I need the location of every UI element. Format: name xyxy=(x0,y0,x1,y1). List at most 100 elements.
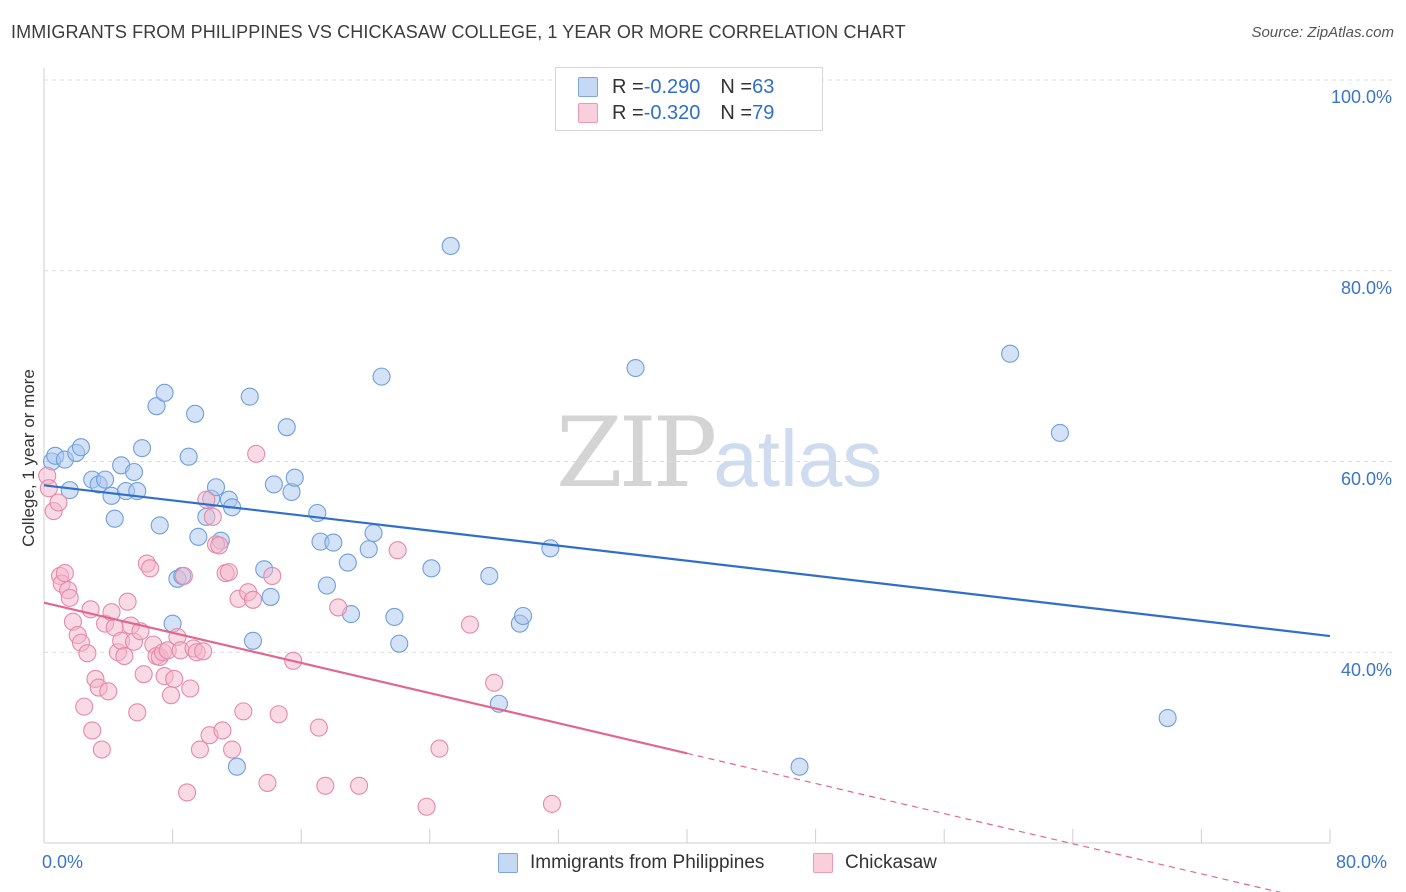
data-point xyxy=(83,721,102,740)
series-philippines-points xyxy=(42,236,1177,776)
data-point xyxy=(99,682,118,701)
data-point xyxy=(203,507,222,526)
data-point xyxy=(390,634,409,653)
legend-swatch-blue xyxy=(498,853,518,873)
data-point xyxy=(190,740,209,759)
data-point xyxy=(78,644,97,663)
data-point xyxy=(626,358,645,378)
data-point xyxy=(364,523,383,543)
data-point xyxy=(150,516,169,535)
data-point xyxy=(174,566,193,586)
legend-n-value: 63 xyxy=(752,75,775,98)
trend-lines xyxy=(43,484,1331,892)
data-point xyxy=(385,607,404,627)
axes xyxy=(43,68,1331,844)
data-point xyxy=(124,462,144,482)
data-point xyxy=(39,479,58,498)
data-point xyxy=(55,564,74,583)
legend-item-philippines[interactable]: Immigrants from Philippines xyxy=(498,852,764,874)
data-point xyxy=(460,615,480,634)
trend-line-extension xyxy=(686,752,1282,892)
data-point xyxy=(317,576,336,595)
legend-r-label: R = xyxy=(612,75,644,98)
data-point xyxy=(227,757,246,776)
data-point xyxy=(430,739,449,758)
data-point xyxy=(240,387,259,406)
data-point xyxy=(542,794,562,813)
data-point xyxy=(513,606,533,626)
data-point xyxy=(1158,709,1177,728)
legend-row-philippines: R = -0.290 N = 63 xyxy=(578,75,774,99)
x-tick-label: 80.0% xyxy=(1336,852,1388,872)
data-point xyxy=(441,236,460,256)
data-point xyxy=(790,757,809,776)
data-point xyxy=(243,590,263,609)
legend-r-label: R = xyxy=(612,101,644,124)
legend-item-chickasaw[interactable]: Chickasaw xyxy=(813,852,937,874)
legend-item-label: Immigrants from Philippines xyxy=(530,852,765,873)
data-point xyxy=(329,598,348,617)
data-point xyxy=(210,536,229,555)
data-point xyxy=(388,541,407,560)
data-point xyxy=(181,679,200,698)
y-tick-label: 40.0% xyxy=(1340,660,1392,680)
data-point xyxy=(147,397,166,416)
data-point xyxy=(223,740,242,759)
data-point xyxy=(178,783,197,802)
correlation-legend: R = -0.290 N = 63 R = -0.320 N = 79 xyxy=(555,67,823,131)
legend-row-chickasaw: R = -0.320 N = 79 xyxy=(578,101,774,125)
data-point xyxy=(417,797,436,816)
data-point xyxy=(165,669,184,689)
data-point xyxy=(213,721,232,740)
data-point xyxy=(422,559,441,578)
data-point xyxy=(338,553,357,572)
legend-n-label: N = xyxy=(720,75,753,98)
data-point xyxy=(49,493,68,512)
data-point xyxy=(324,533,343,552)
data-point xyxy=(350,776,369,795)
data-point xyxy=(1050,423,1069,442)
data-point xyxy=(243,631,263,650)
data-point xyxy=(359,540,378,559)
legend-r-value: -0.320 xyxy=(643,101,701,124)
watermark-zip: ZIP xyxy=(556,397,717,509)
trend-line-philippines xyxy=(43,484,1331,638)
data-point xyxy=(372,367,391,386)
watermark-atlas: atlas xyxy=(713,414,883,503)
watermark: ZIPatlas xyxy=(556,405,882,502)
series-chickasaw-points xyxy=(38,444,562,816)
legend-n-label: N = xyxy=(720,101,753,124)
legend-n-value: 79 xyxy=(752,101,775,124)
data-point xyxy=(480,566,499,586)
data-points xyxy=(38,236,1177,816)
data-point xyxy=(71,438,91,457)
legend-swatch-pink xyxy=(578,103,598,123)
data-point xyxy=(189,527,208,546)
data-point xyxy=(277,418,296,437)
data-point xyxy=(1001,344,1020,363)
data-point xyxy=(92,740,111,759)
source-credit: Source: ZipAtlas.com xyxy=(1251,24,1394,41)
data-point xyxy=(261,587,280,606)
data-point xyxy=(206,478,226,497)
data-point xyxy=(264,475,283,494)
data-point xyxy=(155,383,174,402)
data-point xyxy=(186,404,205,423)
chart-title: IMMIGRANTS FROM PHILIPPINES VS CHICKASAW… xyxy=(11,22,906,42)
y-tick-label: 100.0% xyxy=(1330,87,1392,107)
data-point xyxy=(60,588,79,607)
data-point xyxy=(285,468,304,487)
data-point xyxy=(118,592,137,611)
data-point xyxy=(194,642,213,661)
data-point xyxy=(485,673,504,692)
data-point xyxy=(141,559,160,578)
data-point xyxy=(258,773,277,792)
legend-swatch-blue xyxy=(578,77,598,97)
legend-r-value: -0.290 xyxy=(643,75,701,98)
data-point xyxy=(309,718,328,737)
data-point xyxy=(234,702,253,721)
data-point xyxy=(105,509,124,528)
gridlines xyxy=(44,79,1392,653)
data-point xyxy=(134,665,153,684)
